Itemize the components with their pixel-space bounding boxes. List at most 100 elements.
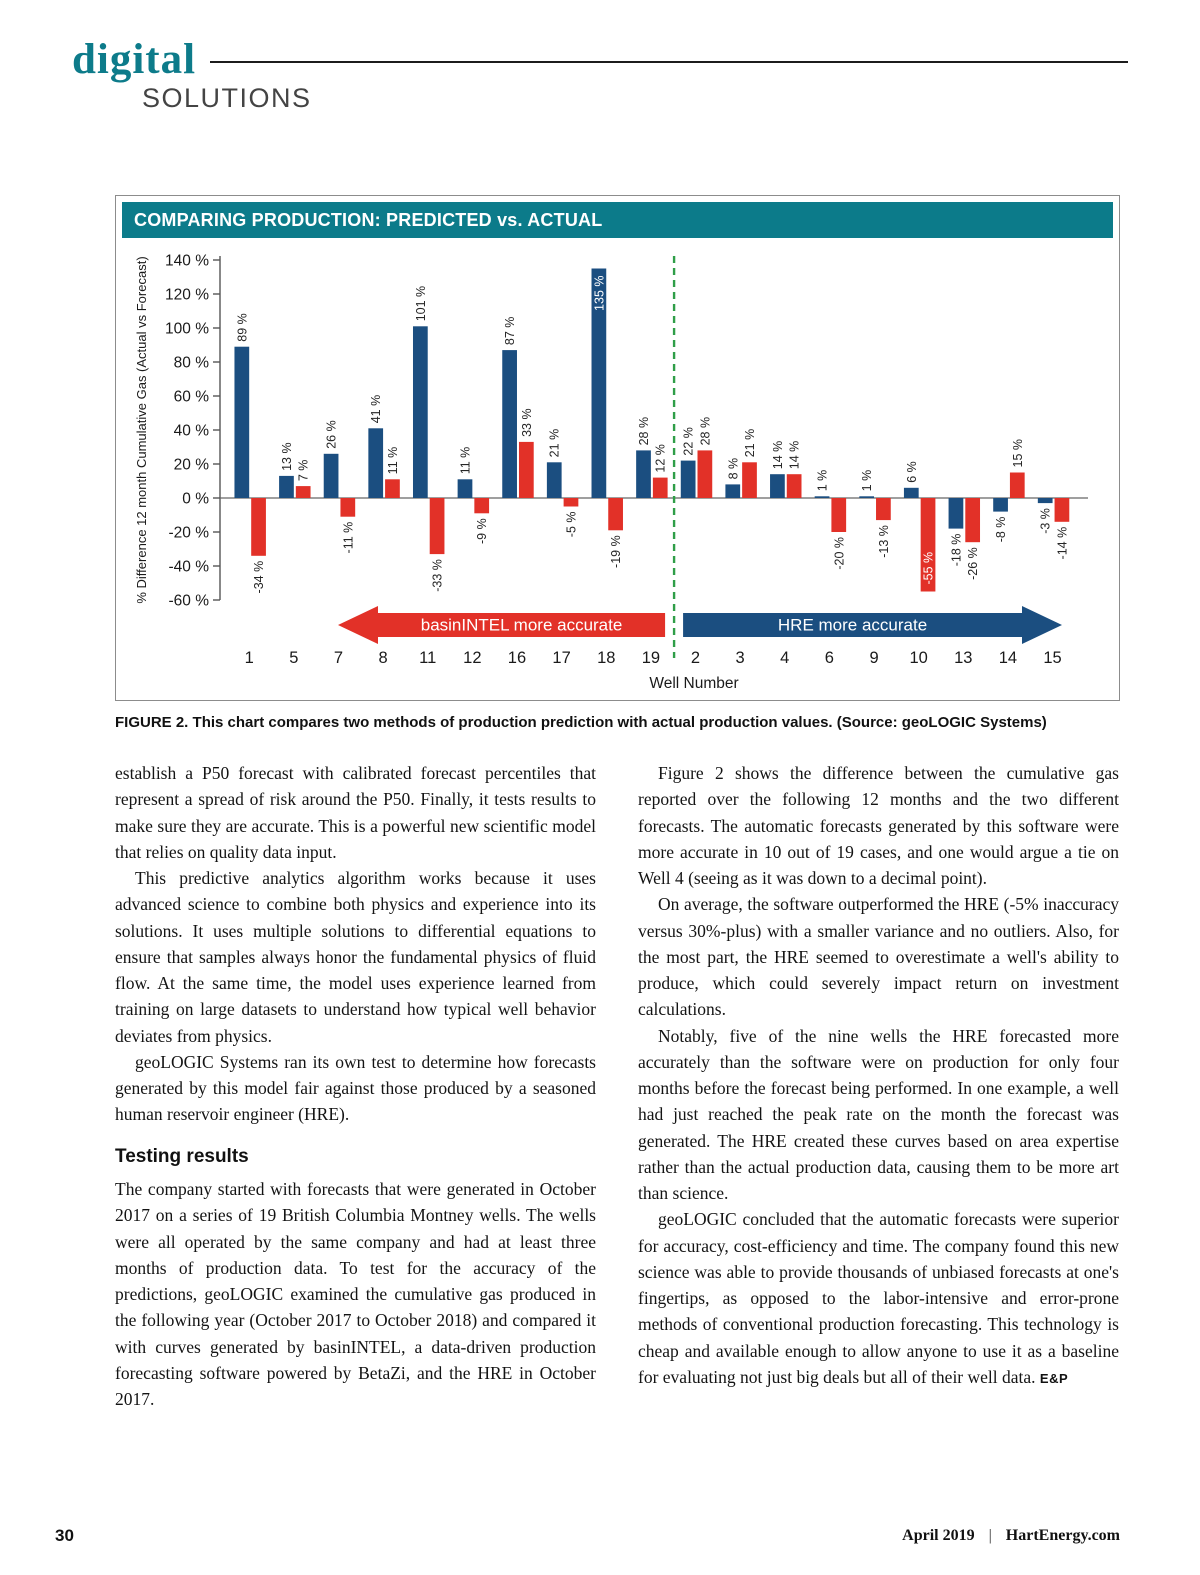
svg-text:6 %: 6 % xyxy=(905,461,919,483)
brand-logo: digital xyxy=(72,36,197,83)
svg-text:Well Number: Well Number xyxy=(649,675,738,692)
svg-text:100 %: 100 % xyxy=(165,321,209,338)
svg-text:11 %: 11 % xyxy=(386,447,400,475)
svg-text:-5 %: -5 % xyxy=(564,512,578,538)
footer-info: April 2019 | HartEnergy.com xyxy=(902,1527,1120,1545)
svg-text:6: 6 xyxy=(825,649,834,667)
svg-text:-18 %: -18 % xyxy=(949,534,963,567)
svg-text:-20 %: -20 % xyxy=(169,525,210,542)
footer-separator: | xyxy=(988,1527,992,1544)
svg-text:14 %: 14 % xyxy=(788,441,802,470)
body-paragraph: This predictive analytics algorithm work… xyxy=(115,868,596,1046)
svg-text:-19 %: -19 % xyxy=(609,535,623,568)
svg-text:basinINTEL more accurate: basinINTEL more accurate xyxy=(421,616,623,635)
body-text: geoLOGIC concluded that the automatic fo… xyxy=(638,1209,1119,1387)
svg-text:18: 18 xyxy=(597,649,615,667)
svg-text:17: 17 xyxy=(552,649,570,667)
svg-text:28 %: 28 % xyxy=(698,417,712,446)
figure-caption-text: This chart compares two methods of produ… xyxy=(188,714,1047,731)
figure-caption: FIGURE 2. This chart compares two method… xyxy=(115,714,1120,731)
svg-text:-11 %: -11 % xyxy=(341,522,355,554)
svg-text:5: 5 xyxy=(289,649,298,667)
svg-text:14 %: 14 % xyxy=(771,441,785,470)
svg-text:1 %: 1 % xyxy=(816,470,830,492)
svg-text:-9 %: -9 % xyxy=(475,518,489,544)
svg-text:87 %: 87 % xyxy=(503,317,517,346)
svg-text:-8 %: -8 % xyxy=(994,517,1008,543)
svg-text:1 %: 1 % xyxy=(860,470,874,492)
section-title: SOLUTIONS xyxy=(142,83,312,113)
svg-text:-40 %: -40 % xyxy=(169,559,210,576)
svg-text:13 %: 13 % xyxy=(280,442,294,471)
body-paragraph: The company started with forecasts that … xyxy=(115,1179,596,1409)
svg-text:20 %: 20 % xyxy=(174,457,210,474)
production-comparison-chart: -60 % -40 % -20 % 0 % 20 % 40 % 60 % 80 % 100 % 1… xyxy=(134,253,1088,692)
figure-2-box: COMPARING PRODUCTION: PREDICTED vs. ACTU… xyxy=(115,195,1120,701)
svg-text:15 %: 15 % xyxy=(1011,439,1025,468)
svg-text:21 %: 21 % xyxy=(548,429,562,458)
svg-text:-55 %: -55 % xyxy=(922,552,936,585)
svg-text:8: 8 xyxy=(378,649,387,667)
svg-text:-13 %: -13 % xyxy=(877,525,891,558)
svg-text:19: 19 xyxy=(642,649,660,667)
svg-text:4: 4 xyxy=(780,649,789,667)
svg-text:15: 15 xyxy=(1043,649,1061,667)
article-body: establish a P50 forecast with calibrated… xyxy=(115,760,1120,1412)
svg-text:135 %: 135 % xyxy=(592,276,606,311)
body-paragraph: On average, the software outperformed th… xyxy=(638,894,1119,1020)
svg-text:12 %: 12 % xyxy=(654,444,668,473)
svg-text:33 %: 33 % xyxy=(520,408,534,437)
svg-text:% Difference 12 month Cumulati: % Difference 12 month Cumulative Gas (Ac… xyxy=(134,256,149,603)
svg-text:HRE more accurate: HRE more accurate xyxy=(778,616,927,635)
endmark-logo: E&P xyxy=(1039,1370,1069,1386)
svg-text:11: 11 xyxy=(419,649,436,667)
svg-text:89 %: 89 % xyxy=(235,313,249,342)
svg-text:22 %: 22 % xyxy=(682,427,696,456)
figure-caption-label: FIGURE 2. xyxy=(115,714,189,731)
svg-text:7: 7 xyxy=(334,649,343,667)
svg-text:9: 9 xyxy=(869,649,878,667)
masthead-rule xyxy=(210,60,1128,63)
svg-text:13: 13 xyxy=(954,649,972,667)
svg-text:3: 3 xyxy=(736,649,745,667)
masthead: digital SOLUTIONS xyxy=(72,38,1128,114)
body-paragraph: geoLOGIC concluded that the automatic fo… xyxy=(638,1206,1119,1390)
footer-date: April 2019 xyxy=(902,1527,975,1544)
svg-text:8 %: 8 % xyxy=(726,458,740,480)
svg-text:-3 %: -3 % xyxy=(1039,508,1053,534)
svg-text:140 %: 140 % xyxy=(165,253,209,270)
svg-text:16: 16 xyxy=(508,649,526,667)
svg-text:12: 12 xyxy=(463,649,481,667)
svg-text:-33 %: -33 % xyxy=(431,559,445,592)
svg-text:10: 10 xyxy=(909,649,927,667)
body-paragraph: establish a P50 forecast with calibrated… xyxy=(115,763,596,862)
page-number: 30 xyxy=(55,1526,74,1545)
svg-text:120 %: 120 % xyxy=(165,287,209,304)
svg-text:1: 1 xyxy=(245,649,254,667)
body-paragraph: geoLOGIC Systems ran its own test to det… xyxy=(115,1051,596,1125)
svg-text:-20 %: -20 % xyxy=(832,537,846,570)
svg-text:41 %: 41 % xyxy=(369,395,383,424)
svg-text:101 %: 101 % xyxy=(414,286,428,321)
svg-text:-14 %: -14 % xyxy=(1055,527,1069,560)
svg-text:28 %: 28 % xyxy=(637,417,651,446)
svg-text:60 %: 60 % xyxy=(174,389,210,406)
svg-text:21 %: 21 % xyxy=(743,429,757,458)
svg-text:11 %: 11 % xyxy=(458,447,472,475)
svg-text:0 %: 0 % xyxy=(182,491,209,508)
svg-text:40 %: 40 % xyxy=(174,423,210,440)
svg-text:-60 %: -60 % xyxy=(169,593,210,610)
subheading-testing-results: Testing results xyxy=(115,1145,249,1167)
body-paragraph: Notably, five of the nine wells the HRE … xyxy=(638,1025,1119,1204)
left-column: establish a P50 forecast with calibrated… xyxy=(115,760,596,1412)
right-column: Figure 2 shows the difference between th… xyxy=(638,760,1119,1412)
footer-site: HartEnergy.com xyxy=(1005,1527,1120,1544)
svg-text:26 %: 26 % xyxy=(325,420,339,449)
svg-text:80 %: 80 % xyxy=(174,355,210,372)
svg-text:-34 %: -34 % xyxy=(252,561,266,594)
body-paragraph: Figure 2 shows the difference between th… xyxy=(638,763,1119,888)
svg-text:7 %: 7 % xyxy=(297,460,311,482)
svg-text:-26 %: -26 % xyxy=(966,547,980,580)
svg-text:14: 14 xyxy=(999,649,1017,667)
